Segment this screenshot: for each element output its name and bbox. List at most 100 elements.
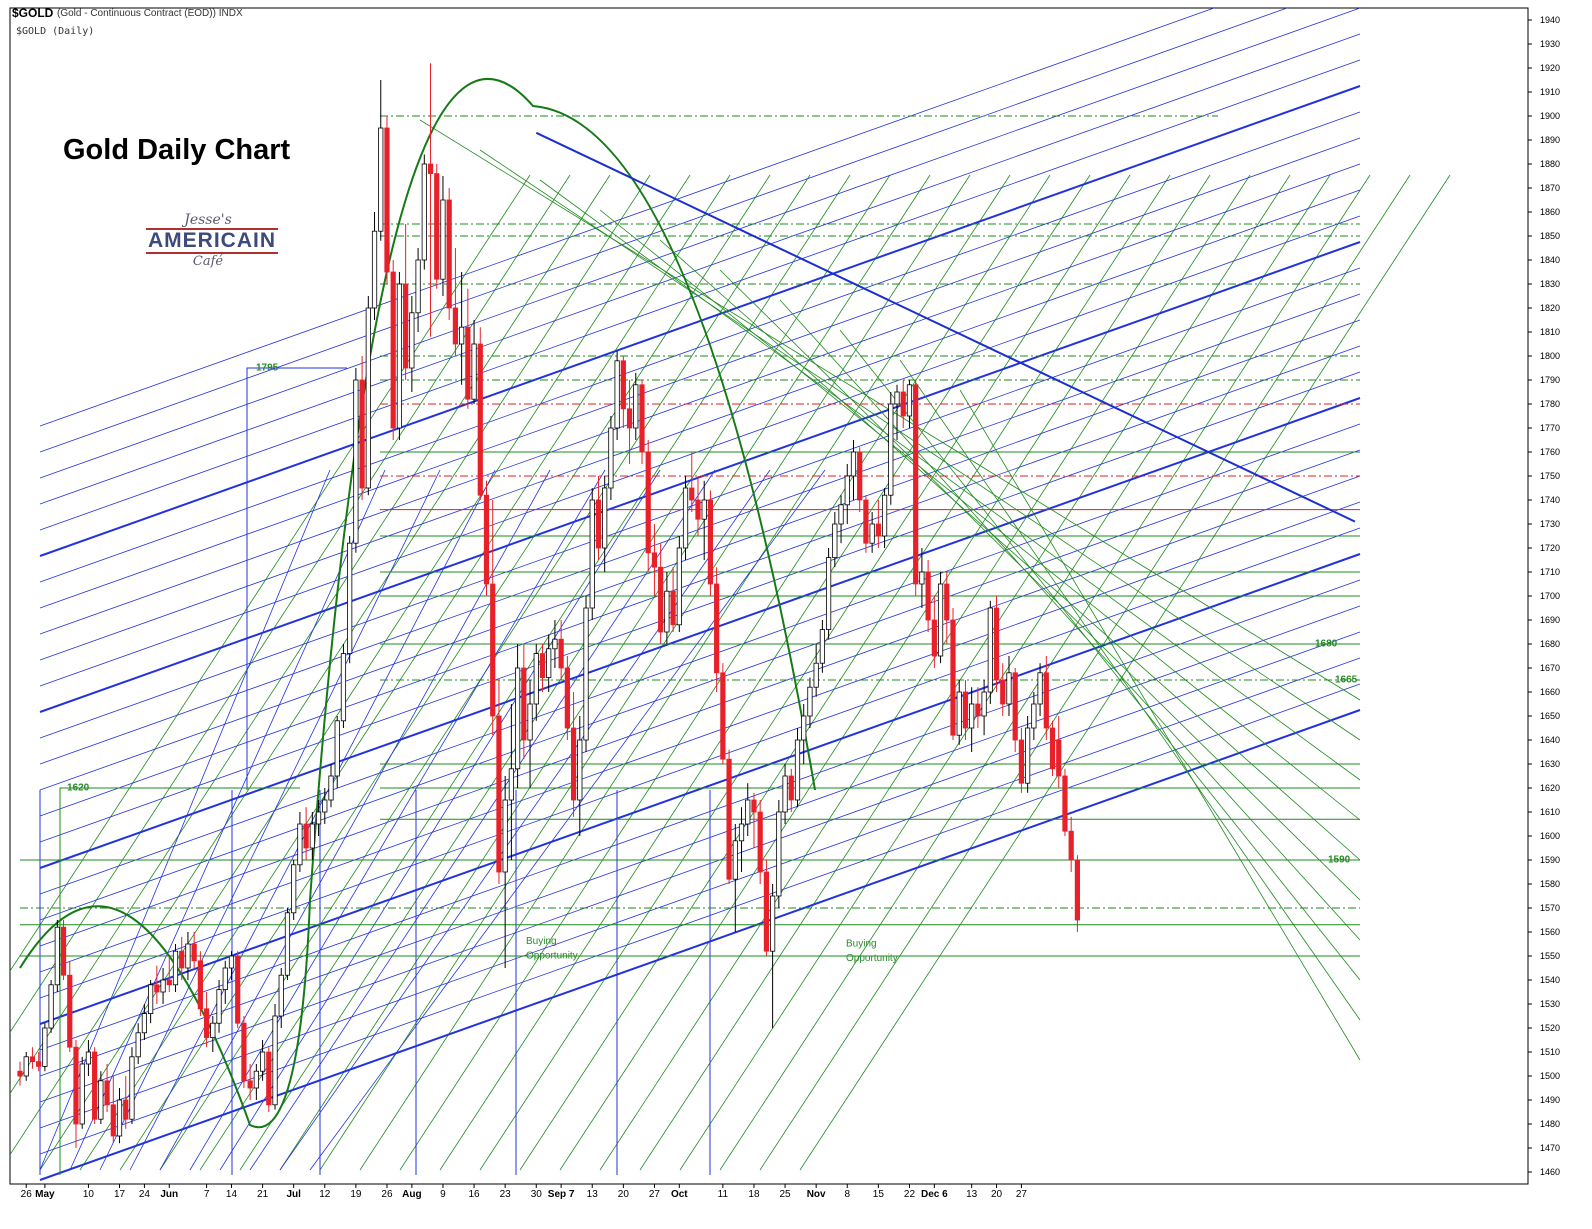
y-tick-label: 1760	[1540, 447, 1560, 457]
candle-body	[782, 775, 788, 813]
candle-body	[216, 989, 222, 1024]
y-tick-label: 1740	[1540, 495, 1560, 505]
candle-body	[434, 173, 440, 280]
candle-body	[944, 583, 950, 621]
annotation-label: 1795	[256, 362, 279, 373]
candle-body	[658, 566, 664, 633]
blue-fan-line	[39, 59, 1361, 531]
y-tick-label: 1490	[1540, 1095, 1560, 1105]
candle-body	[60, 926, 67, 976]
candle-body	[1025, 727, 1031, 784]
x-tick-label: 26	[381, 1189, 393, 1200]
candle-body	[515, 667, 521, 770]
candle-body	[471, 343, 477, 400]
candle-body	[732, 840, 738, 880]
blue-fan-line	[39, 33, 1361, 505]
logo-line-3: Café	[192, 254, 224, 269]
blue-fan-line	[39, 8, 1289, 453]
blue-fan-line	[39, 423, 1361, 895]
annotation-label: 1620	[67, 782, 90, 793]
candle-body	[608, 427, 614, 489]
candle-body	[1056, 739, 1062, 777]
y-tick-label: 1840	[1540, 255, 1560, 265]
candle-body	[253, 1070, 259, 1089]
candle-body	[745, 799, 751, 825]
x-tick-label: Oct	[671, 1189, 688, 1200]
candle-body	[682, 487, 689, 549]
green-fan-line	[119, 174, 771, 1171]
logo-line-2: AMERICAIN	[146, 228, 278, 254]
green-fan-line	[10, 174, 531, 972]
y-tick-label: 1540	[1540, 975, 1560, 985]
candle-body	[689, 487, 695, 501]
candle-body	[315, 811, 322, 825]
green-fan-line	[519, 174, 1171, 1171]
y-tick-label: 1910	[1540, 87, 1560, 97]
y-tick-label: 1520	[1540, 1023, 1560, 1033]
candle-body	[888, 403, 894, 496]
candle-body	[869, 523, 875, 544]
blue-fan-line	[39, 8, 1216, 427]
candle-body	[1000, 679, 1006, 705]
y-tick-label: 1800	[1540, 351, 1560, 361]
y-tick-label: 1890	[1540, 135, 1560, 145]
header-subtitle: $GOLD (Daily)	[16, 26, 95, 37]
candle-body	[340, 653, 347, 722]
green-fan-line	[639, 174, 1291, 1171]
candle-body	[950, 619, 956, 736]
candle-body	[981, 691, 987, 717]
candle-body	[160, 979, 166, 993]
candle-body	[1062, 775, 1068, 832]
green-desc-line	[899, 359, 1361, 1021]
candle-body	[191, 943, 197, 962]
candle-body	[409, 312, 415, 369]
candle-body	[502, 799, 508, 873]
candle-body	[446, 199, 452, 309]
y-tick-label: 1710	[1540, 567, 1560, 577]
x-tick-label: Aug	[402, 1189, 421, 1200]
candle-body	[925, 571, 931, 621]
green-fan-line	[679, 174, 1331, 1171]
x-tick-label: 20	[991, 1189, 1003, 1200]
blue-fan-line	[39, 683, 1361, 1155]
candle-body	[1049, 727, 1056, 770]
candle-body	[272, 1015, 278, 1106]
candle-body	[1031, 703, 1037, 729]
candle-body	[987, 607, 993, 693]
candle-body	[558, 638, 564, 669]
candle-body	[956, 691, 962, 736]
green-fan-line	[279, 174, 931, 1171]
candle-body	[651, 552, 658, 568]
x-tick-label: 15	[873, 1189, 885, 1200]
green-fan-line	[479, 174, 1131, 1171]
candle-body	[477, 343, 483, 496]
candle-body	[496, 715, 502, 873]
blue-fan-line	[39, 527, 1361, 999]
candle-body	[801, 715, 807, 741]
header-symbol: $GOLD	[12, 6, 54, 20]
y-tick-label: 1600	[1540, 831, 1560, 841]
y-tick-label: 1470	[1540, 1143, 1560, 1153]
candle-body	[993, 607, 1000, 681]
annotation-label: 1665	[1335, 674, 1358, 685]
candle-body	[975, 703, 981, 717]
candle-body	[906, 384, 913, 417]
candle-body	[154, 984, 160, 993]
candle-body	[483, 494, 490, 585]
candle-body	[98, 1080, 104, 1120]
blue-fan-line	[39, 709, 1361, 1181]
blue-steep-line	[249, 469, 716, 1171]
candle-body	[701, 499, 707, 520]
candle-body	[595, 499, 602, 549]
candle-body	[614, 360, 620, 429]
y-tick-label: 1660	[1540, 687, 1560, 697]
candle-body	[104, 1080, 110, 1106]
blue-fan-line	[39, 85, 1361, 557]
x-tick-label: Dec 6	[921, 1189, 948, 1200]
blue-fan-line	[39, 553, 1361, 1025]
y-tick-label: 1500	[1540, 1071, 1560, 1081]
y-tick-label: 1940	[1540, 15, 1560, 25]
x-tick-label: 12	[319, 1189, 331, 1200]
candle-body	[266, 1051, 272, 1106]
y-tick-label: 1930	[1540, 39, 1560, 49]
